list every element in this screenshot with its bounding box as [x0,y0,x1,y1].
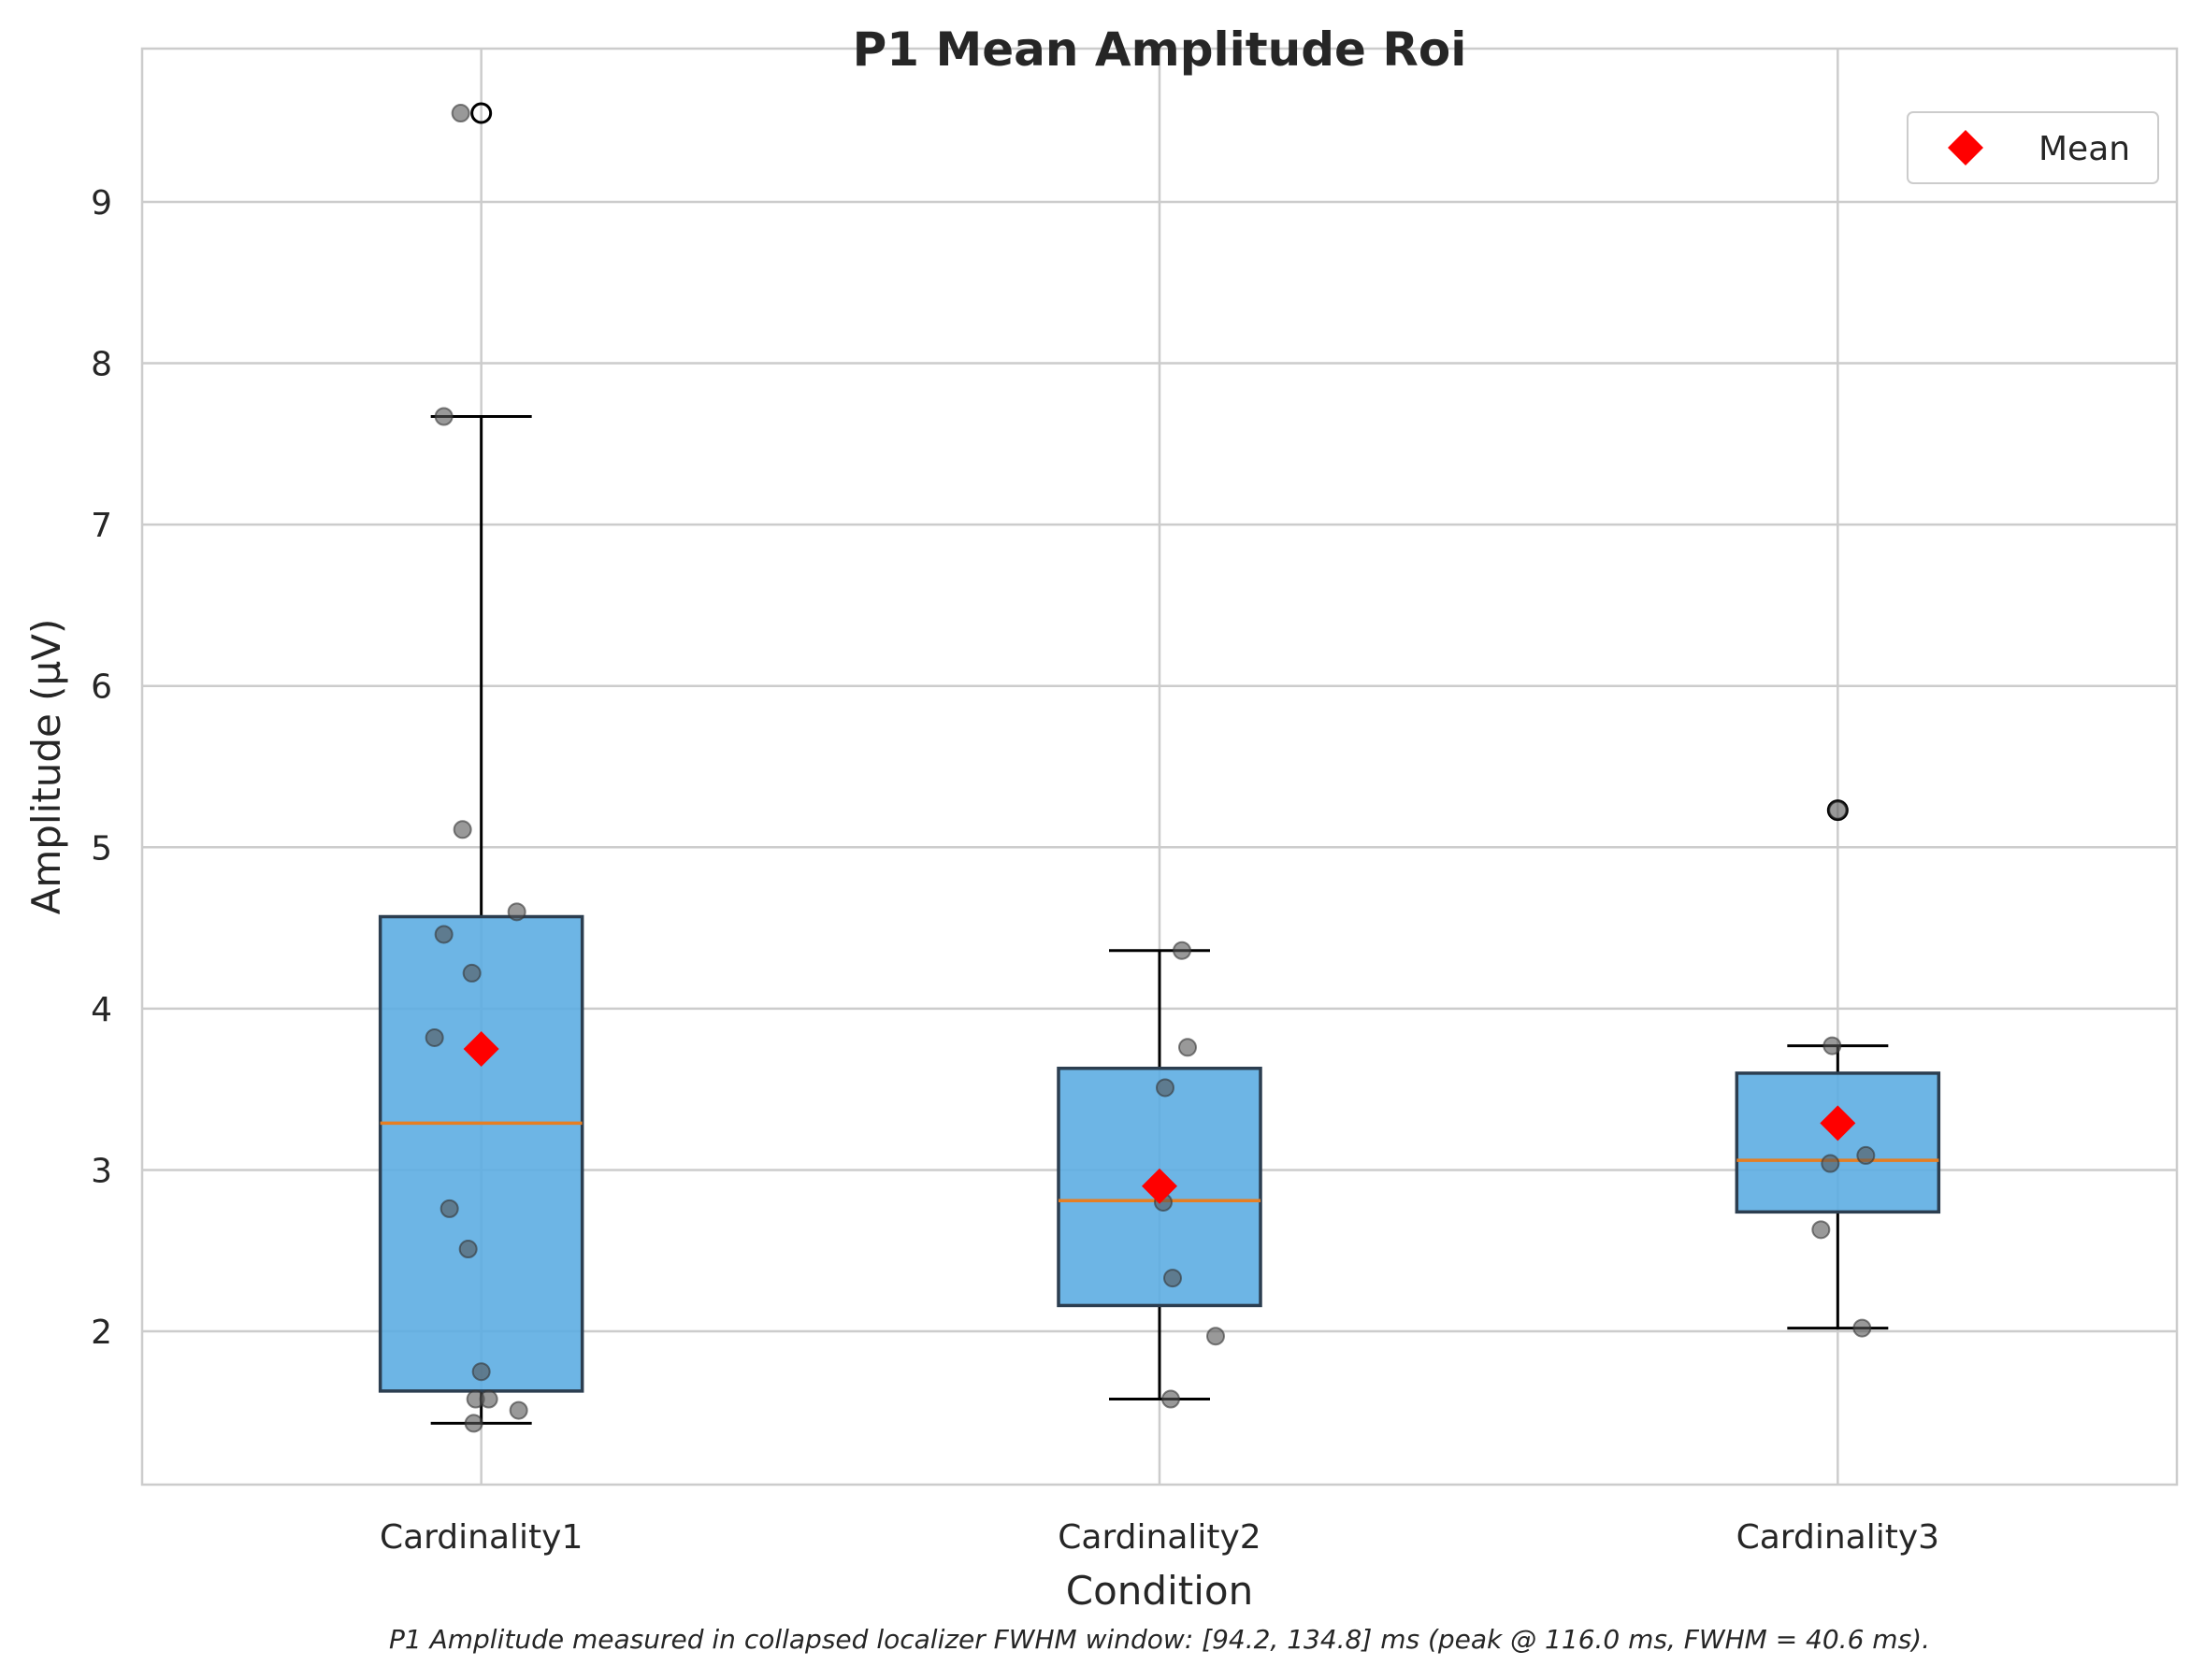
data-point [507,902,526,922]
mean-marker [1820,1105,1856,1142]
chart-caption: P1 Amplitude measured in collapsed local… [389,1624,1930,1655]
y-tick-label: 7 [91,507,112,545]
data-point [1161,1389,1180,1409]
data-point [509,1400,528,1420]
x-tick-label: Cardinality1 [380,1518,583,1557]
boxes [378,102,1941,1425]
x-tick-label: Cardinality3 [1736,1518,1939,1557]
x-axis-label: Condition [1066,1568,1253,1614]
data-point [1163,1269,1182,1288]
y-tick-label: 5 [91,829,112,868]
legend-label-mean: Mean [2038,130,2130,168]
data-point [1811,1220,1831,1240]
y-tick-label: 3 [91,1152,112,1190]
data-point [458,1240,478,1259]
legend-box [1907,111,2159,184]
x-tick-labels: Cardinality1 Cardinality2 Cardinality3 [380,1518,1939,1557]
data-point [464,1414,483,1433]
data-point [462,963,482,983]
data-point [451,104,470,123]
data-point [1856,1145,1876,1165]
data-point [471,1362,491,1382]
data-point [1822,1036,1842,1055]
data-point [434,925,454,944]
y-tick-label: 9 [91,184,112,223]
y-tick-label: 8 [91,346,112,384]
data-point [1852,1318,1872,1338]
chart-title: P1 Mean Amplitude Roi [853,22,1467,77]
data-point [1821,1154,1840,1173]
mean-markers [463,1031,1856,1204]
data-point [1173,941,1191,960]
mean-marker [1142,1168,1177,1204]
legend-mean-marker [1948,130,1983,165]
y-tick-label: 6 [91,668,112,707]
y-tick-label: 4 [91,991,112,1029]
y-axis-label: Amplitude (µV) [23,619,69,915]
x-tick-label: Cardinality2 [1058,1518,1260,1557]
data-point [1156,1078,1174,1098]
box [1735,1071,1941,1214]
data-point [1178,1038,1197,1057]
data-point [439,1199,459,1218]
mean-marker [463,1031,499,1068]
data-point [1828,800,1848,820]
data-point [425,1027,444,1047]
data-point [453,820,472,840]
data-point [1206,1327,1225,1346]
y-tick-label: 2 [91,1314,112,1352]
data-points [425,104,1876,1433]
y-tick-labels: 2 3 4 5 6 7 8 9 [91,184,112,1352]
plot-frame [140,47,2179,1486]
box [378,914,584,1393]
data-point [479,1389,498,1409]
outlier-marker [470,102,493,124]
data-point [434,407,454,426]
legend: Mean [1907,111,2159,184]
